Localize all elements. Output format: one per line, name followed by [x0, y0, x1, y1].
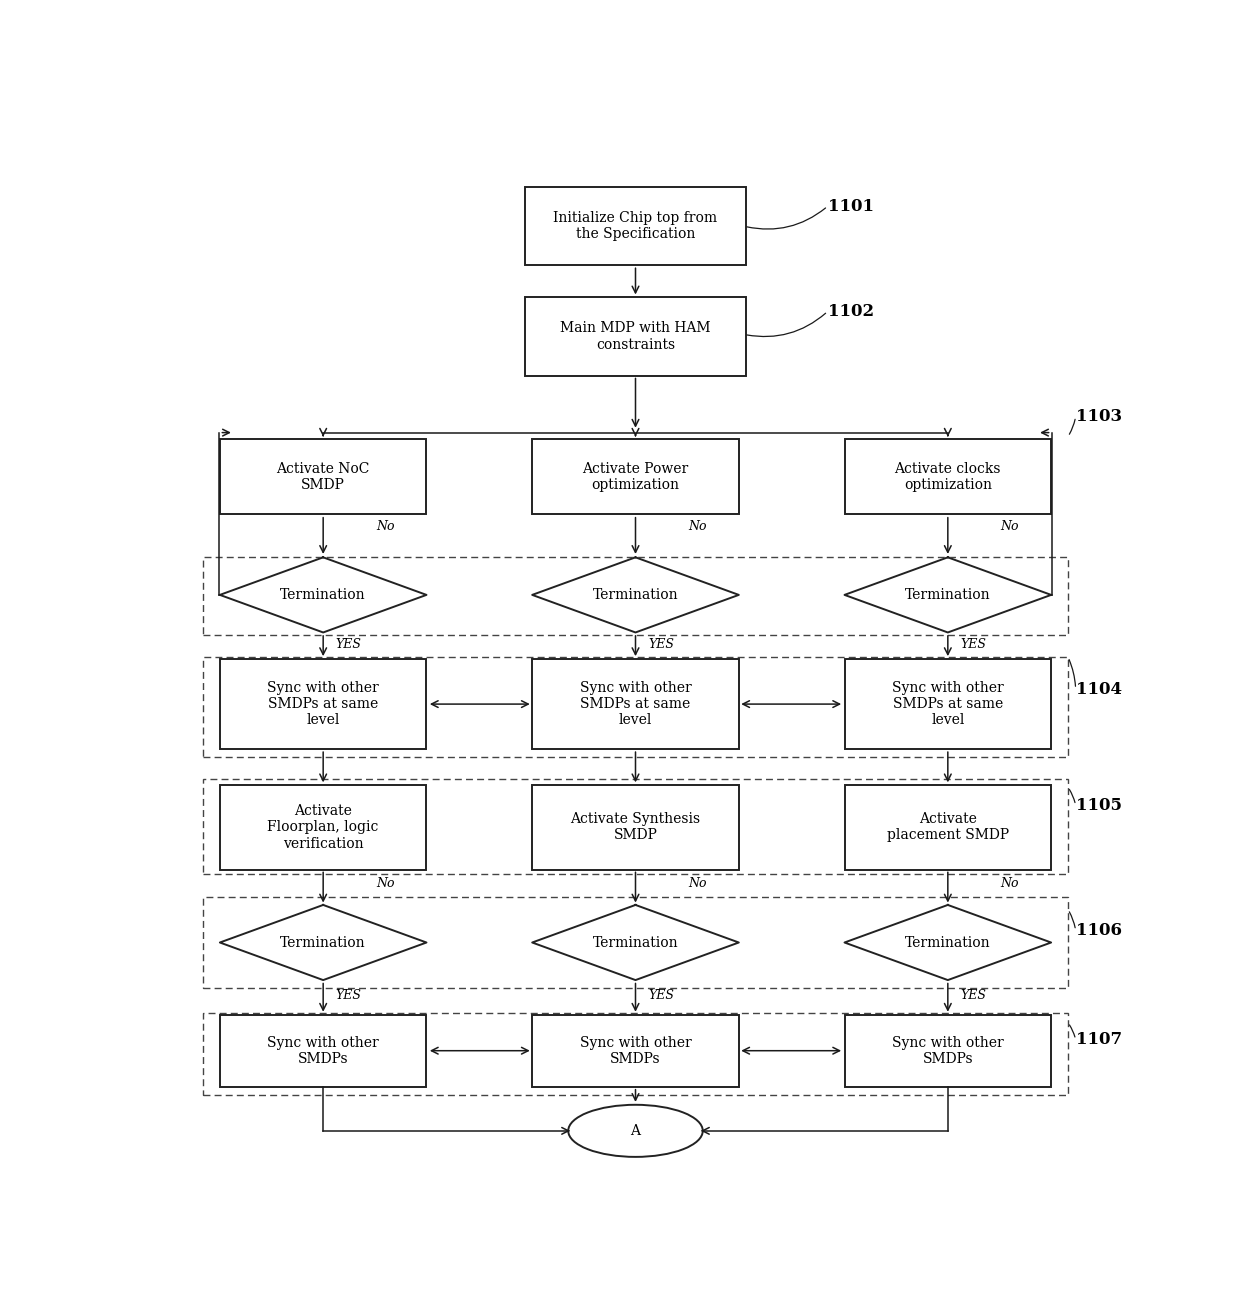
Text: Activate Synthesis
SMDP: Activate Synthesis SMDP: [570, 812, 701, 843]
Text: No: No: [688, 877, 707, 890]
Text: 1103: 1103: [1075, 409, 1122, 425]
Text: YES: YES: [649, 639, 675, 652]
Polygon shape: [532, 557, 739, 632]
Bar: [844, 440, 1052, 514]
Bar: [532, 440, 739, 514]
Text: Sync with other
SMDPs at same
level: Sync with other SMDPs at same level: [892, 680, 1003, 727]
Ellipse shape: [568, 1105, 703, 1157]
Bar: [525, 187, 746, 265]
Text: Termination: Termination: [593, 935, 678, 950]
Bar: [532, 785, 739, 870]
Polygon shape: [219, 557, 427, 632]
Bar: [203, 557, 1068, 635]
Text: No: No: [376, 520, 394, 533]
Text: YES: YES: [960, 989, 986, 1002]
Text: Sync with other
SMDPs: Sync with other SMDPs: [579, 1036, 692, 1066]
Text: YES: YES: [649, 989, 675, 1002]
Text: Termination: Termination: [593, 588, 678, 602]
Bar: [844, 660, 1052, 749]
Polygon shape: [844, 905, 1052, 980]
Text: No: No: [688, 520, 707, 533]
Text: 1104: 1104: [1075, 680, 1122, 697]
Text: Sync with other
SMDPs at same
level: Sync with other SMDPs at same level: [579, 680, 692, 727]
Text: Activate NoC
SMDP: Activate NoC SMDP: [277, 462, 370, 492]
Text: 1106: 1106: [1075, 922, 1122, 939]
Text: Activate Power
optimization: Activate Power optimization: [583, 462, 688, 492]
Text: 1107: 1107: [1075, 1032, 1122, 1049]
Bar: [532, 1015, 739, 1086]
Bar: [203, 1012, 1068, 1094]
Text: Initialize Chip top from
the Specification: Initialize Chip top from the Specificati…: [553, 211, 718, 242]
Text: 1102: 1102: [828, 303, 874, 320]
Text: Termination: Termination: [280, 935, 366, 950]
Bar: [844, 785, 1052, 870]
Text: Sync with other
SMDPs: Sync with other SMDPs: [268, 1036, 379, 1066]
Bar: [219, 440, 427, 514]
Text: YES: YES: [960, 639, 986, 652]
Text: 1101: 1101: [828, 198, 874, 215]
Text: Activate clocks
optimization: Activate clocks optimization: [894, 462, 1001, 492]
Polygon shape: [532, 905, 739, 980]
Bar: [203, 657, 1068, 757]
Bar: [844, 1015, 1052, 1086]
Text: A: A: [630, 1124, 641, 1138]
Text: Activate
placement SMDP: Activate placement SMDP: [887, 812, 1009, 843]
Text: No: No: [1001, 877, 1019, 890]
Bar: [219, 785, 427, 870]
Text: Sync with other
SMDPs: Sync with other SMDPs: [892, 1036, 1003, 1066]
Text: Termination: Termination: [905, 935, 991, 950]
Polygon shape: [844, 557, 1052, 632]
Bar: [203, 779, 1068, 874]
Text: No: No: [1001, 520, 1019, 533]
Text: Activate
Floorplan, logic
verification: Activate Floorplan, logic verification: [268, 804, 379, 851]
Bar: [219, 1015, 427, 1086]
Text: Main MDP with HAM
constraints: Main MDP with HAM constraints: [560, 321, 711, 351]
Bar: [203, 898, 1068, 987]
Text: Termination: Termination: [280, 588, 366, 602]
Bar: [532, 660, 739, 749]
Text: Sync with other
SMDPs at same
level: Sync with other SMDPs at same level: [268, 680, 379, 727]
Bar: [525, 298, 746, 376]
Text: Termination: Termination: [905, 588, 991, 602]
Bar: [219, 660, 427, 749]
Polygon shape: [219, 905, 427, 980]
Text: 1105: 1105: [1075, 796, 1122, 813]
Text: No: No: [376, 877, 394, 890]
Text: YES: YES: [336, 989, 362, 1002]
Text: YES: YES: [336, 639, 362, 652]
